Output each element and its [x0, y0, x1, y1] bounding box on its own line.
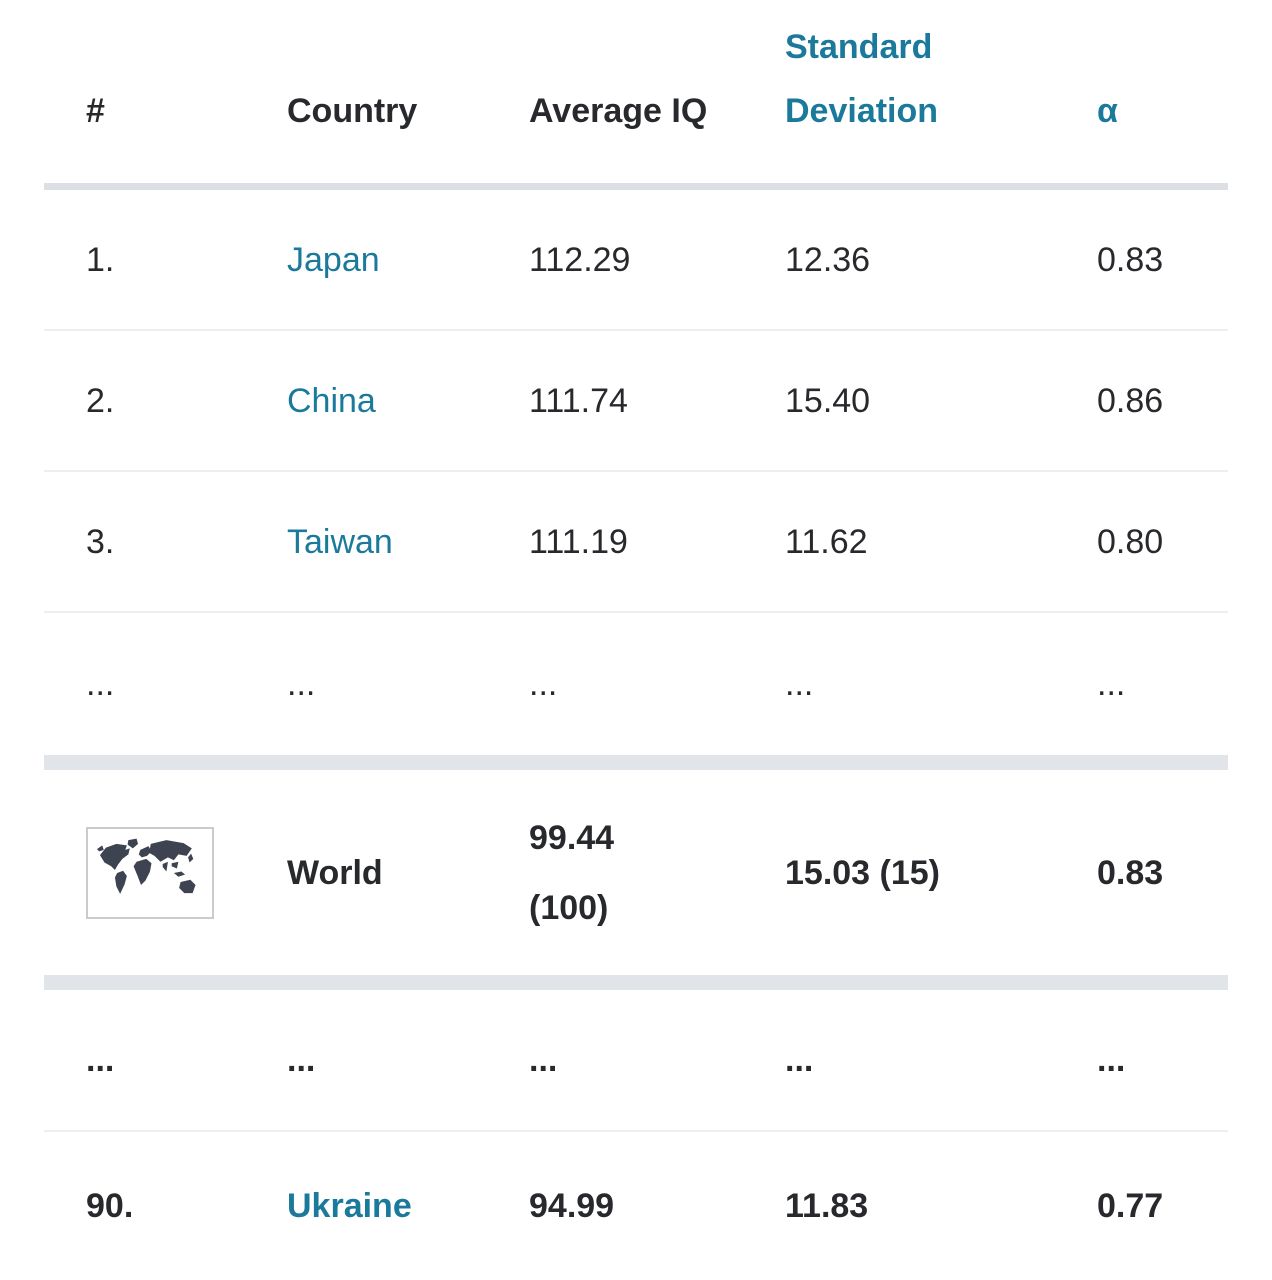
ellipsis-cell: ... — [287, 665, 316, 703]
table-row-japan: 1. Japan 112.29 12.36 0.83 — [44, 190, 1228, 329]
col-header-rank: # — [86, 92, 105, 130]
table-row-ellipsis-bold: ... ... ... ... ... — [44, 990, 1228, 1130]
alpha-cell: 0.80 — [1097, 522, 1164, 561]
ellipsis-cell: ... — [287, 1041, 316, 1079]
section-separator — [44, 975, 1228, 990]
row-separator — [44, 1130, 1228, 1132]
row-separator — [44, 611, 1228, 613]
header-separator — [44, 183, 1228, 190]
section-separator — [44, 755, 1228, 770]
avg-iq-cell: 111.19 — [529, 522, 628, 561]
ellipsis-cell: ... — [785, 1041, 814, 1079]
table-row-china: 2. China 111.74 15.40 0.86 — [44, 331, 1228, 470]
row-separator — [44, 329, 1228, 331]
alpha-cell: 0.83 — [1097, 240, 1164, 279]
std-dev-cell: 15.40 — [785, 381, 871, 420]
row-separator — [44, 470, 1228, 472]
ellipsis-cell: ... — [86, 1041, 115, 1079]
country-iq-table: # Country Average IQ Standard Deviation … — [44, 0, 1228, 1280]
alpha-cell: 0.77 — [1097, 1187, 1164, 1225]
rank-cell: 90. — [86, 1187, 134, 1225]
alpha-cell: 0.83 — [1097, 853, 1164, 892]
std-dev-cell: 12.36 — [785, 240, 871, 279]
table-row-taiwan: 3. Taiwan 111.19 11.62 0.80 — [44, 472, 1228, 611]
ellipsis-cell: ... — [529, 665, 558, 703]
country-link-taiwan[interactable]: Taiwan — [287, 522, 393, 561]
rank-cell: 1. — [86, 240, 115, 279]
ellipsis-cell: ... — [529, 1041, 558, 1079]
avg-iq-cell: 111.74 — [529, 381, 628, 420]
col-header-average-iq: Average IQ — [529, 92, 708, 130]
col-header-alpha[interactable]: α — [1097, 92, 1118, 130]
col-header-country: Country — [287, 92, 418, 130]
std-dev-cell: 15.03 (15) — [785, 853, 940, 892]
std-dev-cell: 11.62 — [785, 522, 868, 561]
world-map-icon — [86, 826, 214, 919]
col-header-standard-deviation[interactable]: Standard Deviation — [785, 28, 939, 130]
ellipsis-cell: ... — [1097, 665, 1126, 703]
ellipsis-cell: ... — [1097, 1041, 1126, 1079]
ellipsis-cell: ... — [86, 665, 115, 703]
table-header-row: # Country Average IQ Standard Deviation … — [44, 0, 1228, 183]
rank-cell: 3. — [86, 522, 115, 561]
avg-iq-cell: 99.44 (100) — [529, 818, 615, 927]
std-dev-cell: 11.83 — [785, 1187, 869, 1225]
country-link-china[interactable]: China — [287, 381, 376, 420]
table-row-ellipsis: ... ... ... ... ... — [44, 613, 1228, 755]
country-link-ukraine[interactable]: Ukraine — [287, 1187, 412, 1225]
rank-cell: 2. — [86, 381, 115, 420]
table-row-world: World 99.44 (100) 15.03 (15) 0.83 — [44, 770, 1228, 975]
table-row-ukraine: 90. Ukraine 94.99 11.83 0.77 — [44, 1132, 1228, 1280]
alpha-cell: 0.86 — [1097, 381, 1164, 420]
avg-iq-cell: 94.99 — [529, 1187, 615, 1225]
country-link-japan[interactable]: Japan — [287, 240, 380, 279]
avg-iq-cell: 112.29 — [529, 240, 631, 279]
world-label: World — [287, 853, 383, 892]
ellipsis-cell: ... — [785, 665, 814, 703]
